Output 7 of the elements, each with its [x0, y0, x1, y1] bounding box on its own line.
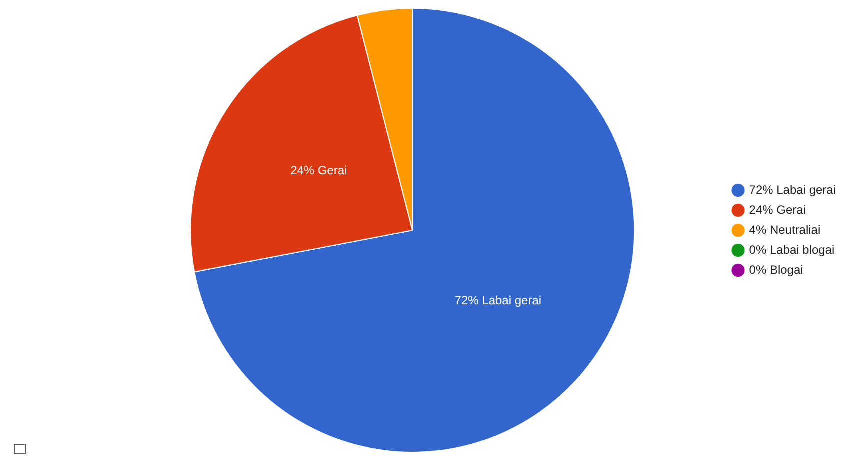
legend-label: 4% Neutraliai: [749, 222, 821, 237]
legend-label: 24% Gerai: [749, 202, 806, 217]
legend-label: 72% Labai gerai: [749, 182, 836, 197]
legend-label: 0% Labai blogai: [749, 242, 835, 257]
data-label: 24% Gerai: [290, 163, 348, 178]
legend-label: 0% Blogai: [749, 262, 804, 277]
data-label: 72% Labai gerai: [454, 294, 542, 308]
